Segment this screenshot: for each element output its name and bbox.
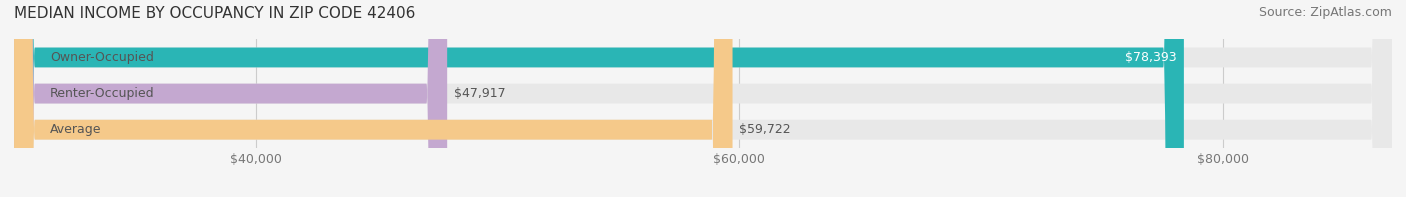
FancyBboxPatch shape [14,0,447,197]
FancyBboxPatch shape [14,0,733,197]
Text: Renter-Occupied: Renter-Occupied [51,87,155,100]
Text: $47,917: $47,917 [454,87,506,100]
FancyBboxPatch shape [14,0,1392,197]
FancyBboxPatch shape [14,0,1392,197]
FancyBboxPatch shape [14,0,1184,197]
Text: MEDIAN INCOME BY OCCUPANCY IN ZIP CODE 42406: MEDIAN INCOME BY OCCUPANCY IN ZIP CODE 4… [14,6,415,21]
Text: $78,393: $78,393 [1125,51,1177,64]
Text: Owner-Occupied: Owner-Occupied [51,51,153,64]
Text: Source: ZipAtlas.com: Source: ZipAtlas.com [1258,6,1392,19]
Text: Average: Average [51,123,101,136]
FancyBboxPatch shape [14,0,1392,197]
Text: $59,722: $59,722 [740,123,792,136]
